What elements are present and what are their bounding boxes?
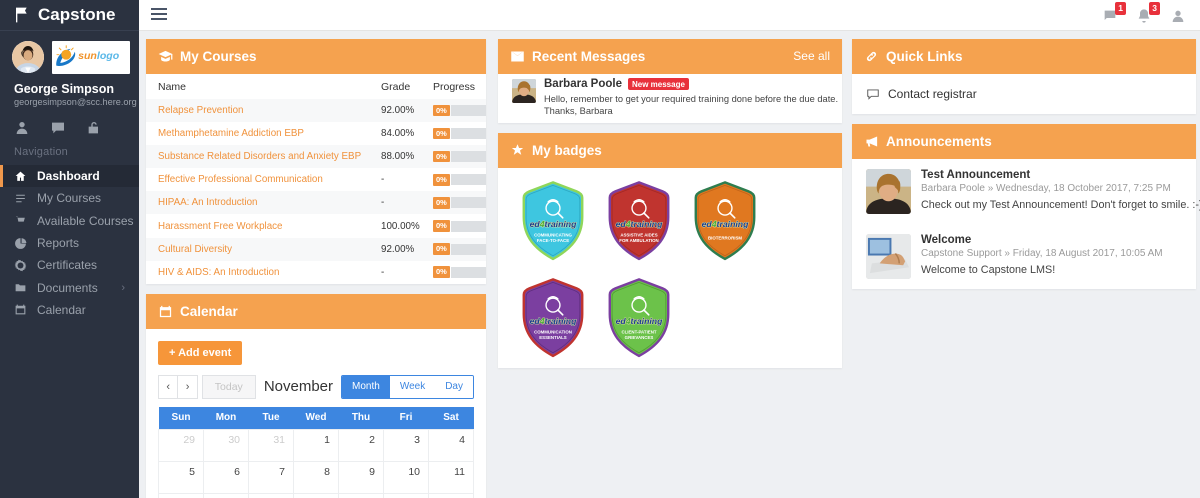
svg-text:ASSISTIVE AIDES: ASSISTIVE AIDES xyxy=(620,233,657,238)
svg-text:CLIENT-PATIENT: CLIENT-PATIENT xyxy=(621,330,656,335)
svg-text:COMMUNICATING: COMMUNICATING xyxy=(534,233,572,238)
svg-text:sunlogo: sunlogo xyxy=(78,50,120,62)
svg-text:COMMUNICATION: COMMUNICATION xyxy=(534,330,572,335)
svg-text:GRIEVANCES: GRIEVANCES xyxy=(625,335,654,340)
svg-text:BIOTERRORISM: BIOTERRORISM xyxy=(708,236,742,241)
svg-text:ESSENTIALS: ESSENTIALS xyxy=(539,335,567,340)
svg-text:FACE-TO-FACE: FACE-TO-FACE xyxy=(537,238,569,243)
svg-text:ed4training: ed4training xyxy=(702,219,750,229)
svg-text:FOR AMBULATION: FOR AMBULATION xyxy=(619,238,658,243)
svg-text:ed4training: ed4training xyxy=(530,316,578,326)
svg-text:ed4training: ed4training xyxy=(616,219,664,229)
svg-text:ed4training: ed4training xyxy=(530,219,578,229)
svg-text:ed4training: ed4training xyxy=(616,316,664,326)
